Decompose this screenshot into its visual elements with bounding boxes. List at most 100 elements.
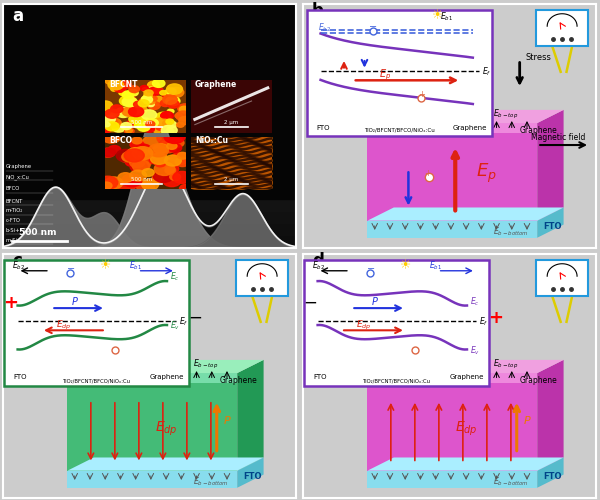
- Circle shape: [136, 144, 151, 154]
- Bar: [67, 470, 237, 488]
- Bar: [367, 370, 537, 383]
- Text: m-Si: m-Si: [6, 238, 18, 242]
- Circle shape: [176, 111, 191, 120]
- Circle shape: [104, 112, 112, 116]
- Circle shape: [159, 141, 178, 153]
- Polygon shape: [237, 458, 263, 488]
- Text: Magnetic field: Magnetic field: [532, 133, 586, 142]
- Text: $E_{b2}$: $E_{b2}$: [312, 260, 325, 272]
- Circle shape: [116, 150, 136, 162]
- Circle shape: [125, 128, 133, 132]
- Text: FTO: FTO: [543, 222, 562, 231]
- Circle shape: [145, 126, 155, 132]
- Circle shape: [148, 92, 156, 98]
- Circle shape: [111, 112, 118, 117]
- Circle shape: [161, 125, 177, 136]
- Text: NiOₓ:Cu: NiOₓ:Cu: [195, 136, 228, 145]
- Text: +: +: [418, 90, 425, 99]
- Circle shape: [118, 180, 136, 192]
- Circle shape: [154, 162, 175, 175]
- Circle shape: [130, 170, 146, 181]
- Text: FTO: FTO: [14, 374, 28, 380]
- Circle shape: [169, 88, 184, 98]
- Circle shape: [101, 182, 112, 189]
- Circle shape: [105, 118, 117, 126]
- Circle shape: [124, 149, 144, 162]
- Circle shape: [170, 174, 181, 180]
- Circle shape: [127, 148, 145, 160]
- Circle shape: [119, 96, 135, 106]
- Circle shape: [142, 110, 157, 120]
- Circle shape: [153, 87, 163, 94]
- Circle shape: [160, 120, 171, 127]
- Text: Graphene: Graphene: [195, 80, 237, 89]
- Text: TiO₂/BFCNT/BFCO/NiOₓ:Cu: TiO₂/BFCNT/BFCO/NiOₓ:Cu: [62, 379, 131, 384]
- Text: +: +: [425, 169, 431, 178]
- Circle shape: [146, 121, 155, 127]
- Text: ☀: ☀: [400, 259, 412, 272]
- Circle shape: [157, 132, 177, 144]
- Circle shape: [163, 121, 170, 126]
- Circle shape: [138, 100, 149, 107]
- Text: Graphene: Graphene: [520, 376, 557, 385]
- Circle shape: [129, 90, 138, 96]
- Text: $E_{b-bottom}$: $E_{b-bottom}$: [193, 475, 229, 488]
- Circle shape: [98, 176, 118, 189]
- Circle shape: [129, 100, 138, 106]
- Circle shape: [103, 127, 111, 132]
- Circle shape: [142, 168, 154, 176]
- Circle shape: [152, 80, 165, 88]
- Circle shape: [148, 82, 159, 89]
- Circle shape: [122, 152, 138, 162]
- Circle shape: [128, 107, 144, 117]
- Text: $E_{b-top}$: $E_{b-top}$: [493, 108, 518, 122]
- Polygon shape: [537, 110, 563, 220]
- Circle shape: [144, 90, 153, 96]
- Circle shape: [163, 95, 177, 104]
- Circle shape: [159, 138, 178, 150]
- Circle shape: [132, 138, 142, 144]
- Text: 2 μm: 2 μm: [224, 120, 238, 125]
- Text: d: d: [312, 252, 323, 270]
- Text: $E_{b-bottom}$: $E_{b-bottom}$: [493, 225, 529, 237]
- Circle shape: [125, 128, 134, 134]
- Circle shape: [134, 157, 151, 168]
- Circle shape: [111, 86, 118, 91]
- Polygon shape: [537, 458, 563, 488]
- Circle shape: [154, 144, 168, 154]
- Text: ☀: ☀: [433, 10, 443, 22]
- Circle shape: [132, 160, 150, 172]
- Text: $E_f$: $E_f$: [179, 316, 188, 328]
- Circle shape: [111, 105, 123, 113]
- FancyBboxPatch shape: [536, 10, 589, 46]
- Circle shape: [167, 100, 179, 108]
- Circle shape: [148, 86, 155, 90]
- Circle shape: [161, 160, 175, 170]
- Circle shape: [130, 140, 144, 149]
- Text: c-FTO: c-FTO: [6, 218, 21, 223]
- Text: $E_{b-top}$: $E_{b-top}$: [193, 358, 218, 372]
- Circle shape: [134, 124, 142, 128]
- Circle shape: [122, 91, 134, 98]
- Text: $E_{b1}$: $E_{b1}$: [130, 260, 142, 272]
- Text: Stress: Stress: [526, 52, 551, 62]
- Circle shape: [106, 78, 115, 84]
- Circle shape: [170, 138, 184, 147]
- Text: $P$: $P$: [223, 414, 231, 426]
- Text: FTO: FTO: [543, 472, 562, 481]
- Circle shape: [159, 158, 176, 168]
- Circle shape: [98, 101, 113, 110]
- Circle shape: [179, 116, 191, 124]
- Circle shape: [137, 182, 154, 193]
- Circle shape: [169, 144, 182, 152]
- Circle shape: [153, 169, 174, 182]
- Circle shape: [129, 114, 143, 124]
- Circle shape: [128, 90, 135, 94]
- Circle shape: [148, 102, 160, 110]
- Text: $E_p$: $E_p$: [476, 162, 497, 184]
- Circle shape: [142, 179, 158, 190]
- Circle shape: [121, 122, 132, 130]
- Polygon shape: [67, 458, 263, 470]
- Polygon shape: [367, 458, 563, 470]
- Circle shape: [125, 96, 136, 102]
